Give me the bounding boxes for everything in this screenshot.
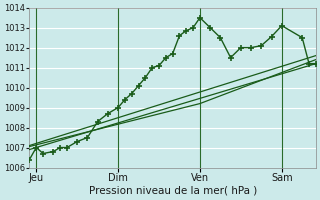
X-axis label: Pression niveau de la mer( hPa ): Pression niveau de la mer( hPa ) <box>89 186 257 196</box>
